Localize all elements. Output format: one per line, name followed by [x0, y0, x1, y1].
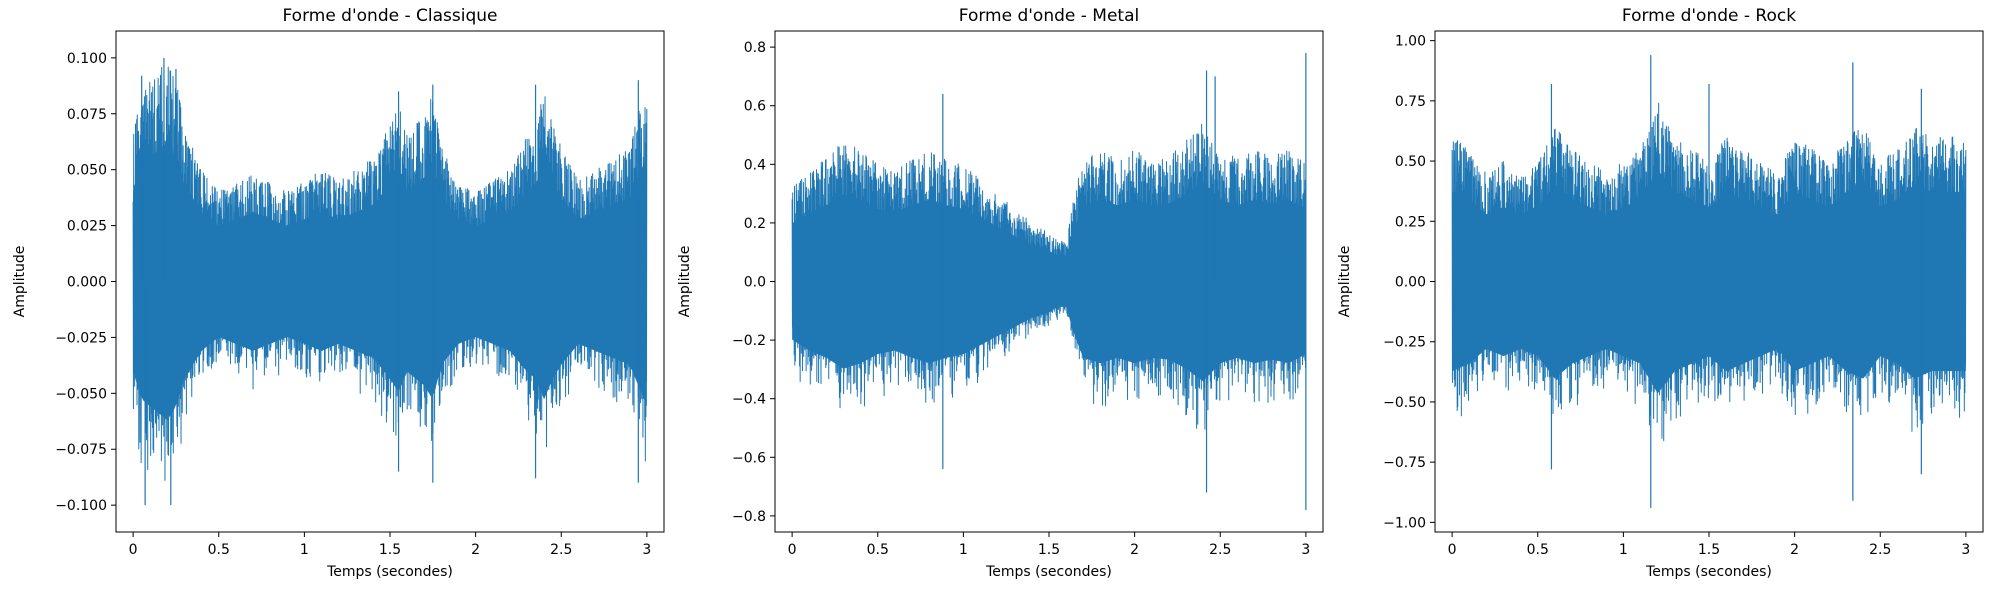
- chart-classique: 0 0.5 1 1.5 2 2.5 3 −0.100 −0.075 −0.050 −0.025 0.0…: [12, 6, 665, 580]
- chart-metal: 0 0.5 1 1.5 2 2.5 3 −0.8 −0.6 −0.4 −0.2 0.0 0.2 0.4 0.…: [677, 6, 1324, 580]
- y-axis-label: Amplitude: [1337, 246, 1353, 318]
- x-tick-label: 1.5: [1038, 542, 1060, 558]
- y-tick-label: −0.075: [55, 442, 107, 458]
- y-tick-label: 0.4: [744, 157, 766, 173]
- y-tick-label: 0.100: [67, 51, 107, 67]
- x-axis-label: Temps (secondes): [985, 564, 1112, 580]
- y-tick-label: −0.8: [732, 509, 766, 525]
- chart-rock: 0 0.5 1 1.5 2 2.5 3 −1.00 −0.75 −0.50 −0.25 0.00 0.2…: [1337, 6, 1984, 580]
- chart-title: Forme d'onde - Classique: [283, 6, 498, 26]
- x-tick-label: 2: [471, 542, 480, 558]
- y-axis-label: Amplitude: [677, 246, 693, 318]
- waveform-core: [133, 142, 647, 421]
- y-tick-label: 0.025: [67, 219, 107, 235]
- x-tick-label: 1.5: [379, 542, 401, 558]
- x-tick-label: 3: [1961, 542, 1970, 558]
- y-tick-label: 0.75: [1395, 94, 1426, 110]
- y-axis-label: Amplitude: [12, 246, 28, 318]
- x-tick-label: 2: [1790, 542, 1799, 558]
- x-tick-label: 1: [300, 542, 309, 558]
- y-tick-label: −1.00: [1383, 515, 1426, 531]
- y-tick-label: −0.2: [732, 333, 766, 349]
- y-tick-label: −0.100: [55, 498, 107, 514]
- y-tick-label: −0.050: [55, 386, 107, 402]
- x-tick-label: 1: [1619, 542, 1628, 558]
- x-tick-label: 2: [1130, 542, 1139, 558]
- y-tick-label: 0.2: [744, 216, 766, 232]
- x-tick-label: 3: [1301, 542, 1310, 558]
- x-tick-label: 0.5: [867, 542, 889, 558]
- x-tick-label: 1: [959, 542, 968, 558]
- x-axis-label: Temps (secondes): [1645, 564, 1772, 580]
- y-tick-label: 0.25: [1395, 214, 1426, 230]
- y-tick-label: 0.000: [67, 275, 107, 291]
- y-tick-label: −0.75: [1383, 455, 1426, 471]
- y-tick-label: 0.0: [744, 275, 766, 291]
- y-tick-label: 0.00: [1395, 275, 1426, 291]
- y-tick-label: 0.050: [67, 163, 107, 179]
- y-tick-label: 0.075: [67, 107, 107, 123]
- x-tick-label: 2.5: [550, 542, 572, 558]
- x-tick-label: 1.5: [1698, 542, 1720, 558]
- chart-title: Forme d'onde - Rock: [1622, 6, 1796, 26]
- x-tick-label: 0: [129, 542, 138, 558]
- x-axis-label: Temps (secondes): [326, 564, 453, 580]
- x-tick-label: 0.5: [208, 542, 230, 558]
- waveform-core: [792, 181, 1306, 382]
- x-tick-label: 2.5: [1869, 542, 1891, 558]
- y-tick-label: 1.00: [1395, 34, 1426, 50]
- y-tick-label: −0.025: [55, 330, 107, 346]
- y-tick-label: 0.6: [744, 99, 766, 115]
- y-tick-label: −0.6: [732, 450, 766, 466]
- x-tick-label: 2.5: [1209, 542, 1231, 558]
- x-tick-label: 0: [788, 542, 797, 558]
- y-tick-label: −0.50: [1383, 395, 1426, 411]
- y-tick-label: −0.4: [732, 392, 766, 408]
- x-tick-label: 3: [642, 542, 651, 558]
- y-tick-label: 0.8: [744, 40, 766, 56]
- y-tick-label: −0.25: [1383, 335, 1426, 351]
- x-tick-label: 0.5: [1527, 542, 1549, 558]
- y-tick-label: 0.50: [1395, 154, 1426, 170]
- x-tick-label: 0: [1448, 542, 1457, 558]
- chart-title: Forme d'onde - Metal: [959, 6, 1139, 26]
